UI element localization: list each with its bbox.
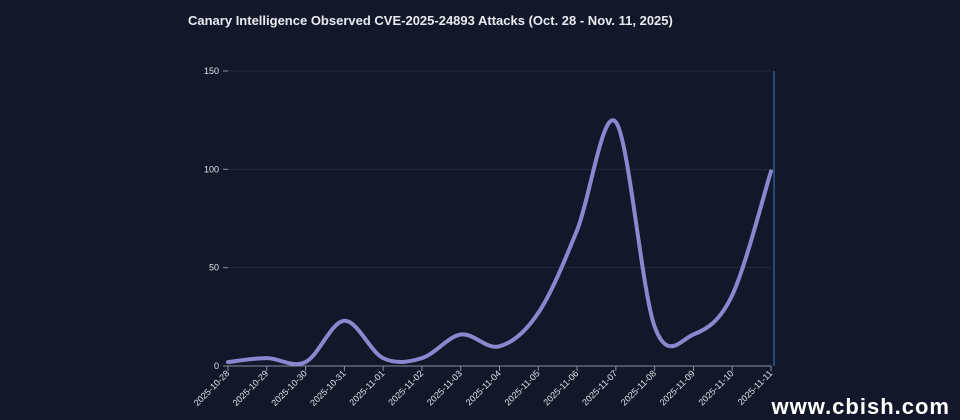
x-tick-label: 2025-11-08 — [619, 368, 658, 407]
x-tick-label: 2025-11-09 — [658, 368, 697, 407]
y-tick-label: 50 — [209, 263, 219, 273]
x-tick-label: 2025-10-29 — [231, 368, 271, 408]
x-tick-label: 2025-11-10 — [696, 368, 735, 407]
x-tick-label: 2025-10-30 — [269, 368, 309, 408]
x-tick-label: 2025-11-01 — [347, 368, 386, 407]
x-tick-label: 2025-11-06 — [541, 368, 580, 407]
x-tick-label: 2025-11-07 — [580, 368, 619, 407]
chart-title: Canary Intelligence Observed CVE-2025-24… — [188, 13, 673, 28]
y-tick-label: 150 — [204, 66, 219, 76]
x-tick-label: 2025-11-02 — [386, 368, 425, 407]
x-tick-label: 2025-10-28 — [192, 368, 232, 408]
watermark: www.cbish.com — [769, 394, 952, 420]
x-tick-label: 2025-11-03 — [425, 368, 464, 407]
series-line-attacks — [226, 118, 773, 367]
x-tick-label: 2025-11-04 — [464, 368, 503, 407]
y-tick-label: 100 — [204, 164, 219, 174]
y-tick-label: 0 — [214, 361, 219, 371]
x-tick-label: 2025-11-05 — [503, 368, 542, 407]
x-tick-label: 2025-10-31 — [308, 368, 348, 408]
